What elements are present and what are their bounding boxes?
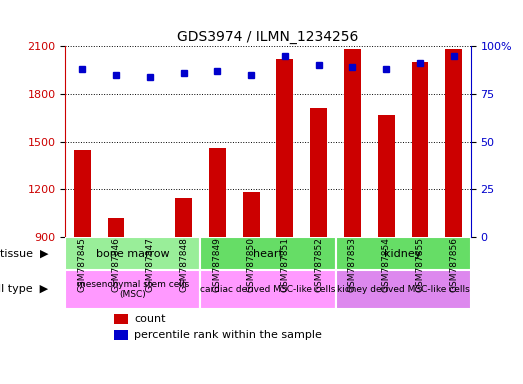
Text: GSM787854: GSM787854 [382, 237, 391, 292]
Bar [141, 237, 158, 242]
Text: GSM787852: GSM787852 [314, 237, 323, 292]
Bar [114, 330, 128, 340]
Text: bone marrow: bone marrow [96, 249, 170, 259]
Bar [74, 150, 90, 237]
Bar [378, 114, 395, 237]
Text: tissue  ▶: tissue ▶ [0, 249, 49, 259]
Bar [114, 314, 128, 324]
Text: GSM787853: GSM787853 [348, 237, 357, 292]
FancyBboxPatch shape [65, 237, 200, 270]
Text: cardiac derived MSC-like cells: cardiac derived MSC-like cells [200, 285, 336, 294]
Text: kidney derived MSC-like cells: kidney derived MSC-like cells [337, 285, 470, 294]
Bar [243, 192, 259, 237]
Bar [209, 148, 226, 237]
Text: percentile rank within the sample: percentile rank within the sample [134, 330, 322, 340]
Text: GSM787845: GSM787845 [78, 237, 87, 292]
Text: GSM787856: GSM787856 [449, 237, 458, 292]
Bar [175, 198, 192, 237]
Text: heart: heart [253, 249, 283, 259]
Bar [412, 62, 428, 237]
Text: GSM787855: GSM787855 [416, 237, 425, 292]
Text: GSM787851: GSM787851 [280, 237, 289, 292]
FancyBboxPatch shape [336, 237, 471, 270]
Text: cell type  ▶: cell type ▶ [0, 285, 49, 295]
Text: GSM787849: GSM787849 [213, 237, 222, 292]
Text: GSM787850: GSM787850 [247, 237, 256, 292]
Bar [310, 108, 327, 237]
Text: count: count [134, 314, 166, 324]
FancyBboxPatch shape [200, 270, 336, 309]
Title: GDS3974 / ILMN_1234256: GDS3974 / ILMN_1234256 [177, 30, 359, 44]
Text: GSM787846: GSM787846 [111, 237, 120, 292]
Text: GSM787847: GSM787847 [145, 237, 154, 292]
Bar [344, 49, 361, 237]
Bar [108, 218, 124, 237]
FancyBboxPatch shape [336, 270, 471, 309]
Text: kidney: kidney [384, 249, 422, 259]
Text: GSM787848: GSM787848 [179, 237, 188, 292]
FancyBboxPatch shape [65, 270, 200, 309]
Text: mesenchymal stem cells
(MSC): mesenchymal stem cells (MSC) [77, 280, 189, 299]
FancyBboxPatch shape [200, 237, 336, 270]
Bar [277, 59, 293, 237]
Bar [446, 49, 462, 237]
